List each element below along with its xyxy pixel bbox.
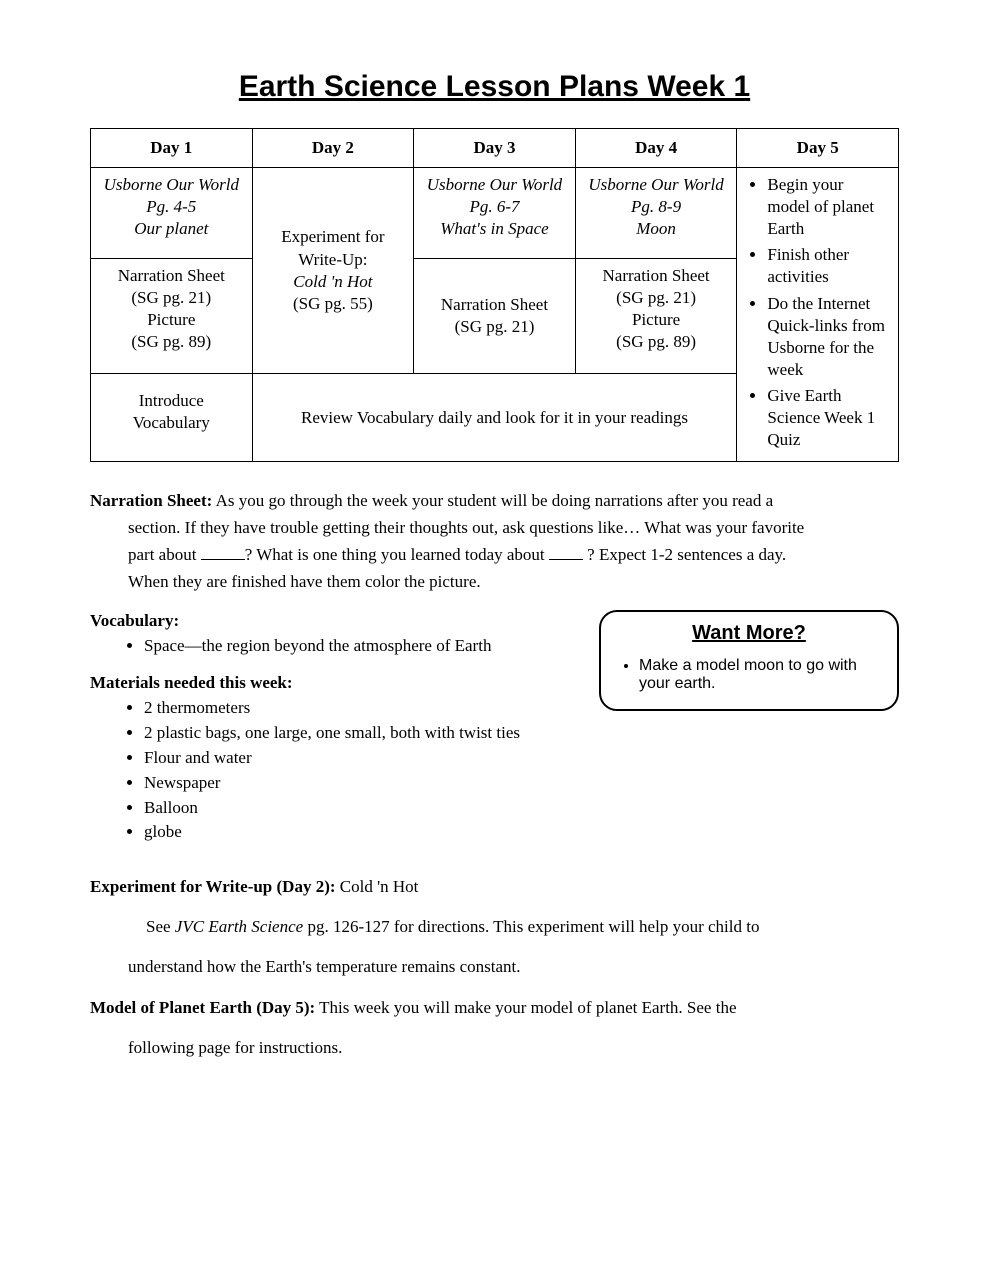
day5-list: Begin your model of planet Earth Finish … [745, 174, 890, 451]
list-item: Balloon [144, 797, 575, 820]
sheet-label: Narration Sheet [99, 265, 244, 287]
experiment-name: Cold 'n Hot [261, 271, 406, 293]
page-ref: (SG pg. 55) [261, 293, 406, 315]
day5-activities-cell: Begin your model of planet Earth Finish … [737, 168, 899, 462]
two-column-section: Vocabulary: Space—the region beyond the … [90, 610, 899, 858]
page-title: Earth Science Lesson Plans Week 1 [90, 70, 899, 104]
narration-text: ? What is one thing you learned today ab… [245, 545, 549, 564]
page-ref: Pg. 6-7 [422, 196, 567, 218]
day2-experiment-cell: Experiment for Write-Up: Cold 'n Hot (SG… [252, 168, 414, 374]
experiment-text: pg. 126-127 for directions. This experim… [303, 917, 759, 936]
narration-text: ? Expect 1-2 sentences a day. [583, 545, 786, 564]
table-header-row: Day 1 Day 2 Day 3 Day 4 Day 5 [91, 129, 899, 168]
sheet-label: Narration Sheet [584, 265, 729, 287]
topic: Our planet [99, 218, 244, 240]
page-ref: (SG pg. 21) [422, 316, 567, 338]
day1-reading-cell: Usborne Our World Pg. 4-5 Our planet [91, 168, 253, 258]
left-column: Vocabulary: Space—the region beyond the … [90, 610, 575, 858]
list-item: Make a model moon to go with your earth. [639, 657, 881, 693]
table-row: Usborne Our World Pg. 4-5 Our planet Exp… [91, 168, 899, 258]
materials-list: 2 thermometers 2 plastic bags, one large… [90, 697, 575, 845]
experiment-section: Experiment for Write-up (Day 2): Cold 'n… [90, 876, 899, 979]
vocab-review-cell: Review Vocabulary daily and look for it … [252, 374, 737, 462]
list-item: Give Earth Science Week 1 Quiz [767, 385, 890, 451]
list-item: Do the Internet Quick-links from Usborne… [767, 293, 890, 381]
fill-blank [549, 545, 583, 560]
col-header: Day 2 [252, 129, 414, 168]
book-title: Usborne Our World [99, 174, 244, 196]
list-item: Newspaper [144, 772, 575, 795]
book-title: Usborne Our World [584, 174, 729, 196]
lesson-plan-page: Earth Science Lesson Plans Week 1 Day 1 … [0, 0, 989, 1280]
page-ref: (SG pg. 89) [99, 331, 244, 353]
page-ref: (SG pg. 21) [99, 287, 244, 309]
book-title: Usborne Our World [422, 174, 567, 196]
book-ref: JVC Earth Science [175, 917, 303, 936]
fill-blank [201, 545, 245, 560]
day3-narration-cell: Narration Sheet (SG pg. 21) [414, 258, 576, 374]
narration-text: section. If they have trouble getting th… [90, 517, 899, 540]
sheet-label: Narration Sheet [422, 294, 567, 316]
narration-text: When they are finished have them color t… [90, 571, 899, 594]
section-label: Narration Sheet: [90, 491, 212, 510]
topic: Moon [584, 218, 729, 240]
weekly-plan-table: Day 1 Day 2 Day 3 Day 4 Day 5 Usborne Ou… [90, 128, 899, 462]
list-item: 2 plastic bags, one large, one small, bo… [144, 722, 575, 745]
experiment-label: Experiment for Write-Up: [261, 226, 406, 270]
col-header: Day 4 [575, 129, 737, 168]
want-more-box: Want More? Make a model moon to go with … [599, 610, 899, 711]
experiment-text: understand how the Earth's temperature r… [90, 956, 899, 979]
day3-reading-cell: Usborne Our World Pg. 6-7 What's in Spac… [414, 168, 576, 258]
list-item: 2 thermometers [144, 697, 575, 720]
narration-text: As you go through the week your student … [216, 491, 774, 510]
col-header: Day 5 [737, 129, 899, 168]
page-ref: (SG pg. 21) [584, 287, 729, 309]
want-more-list: Make a model moon to go with your earth. [617, 657, 881, 693]
col-header: Day 3 [414, 129, 576, 168]
experiment-text: Cold 'n Hot [336, 877, 419, 896]
experiment-text: See [146, 917, 175, 936]
picture-label: Picture [99, 309, 244, 331]
list-item: Finish other activities [767, 244, 890, 288]
model-text: This week you will make your model of pl… [315, 998, 736, 1017]
page-ref: Pg. 4-5 [99, 196, 244, 218]
box-title: Want More? [617, 622, 881, 645]
section-label: Model of Planet Earth (Day 5): [90, 998, 315, 1017]
page-ref: Pg. 8-9 [584, 196, 729, 218]
narration-text: part about [128, 545, 201, 564]
section-label: Experiment for Write-up (Day 2): [90, 877, 336, 896]
narration-section: Narration Sheet: As you go through the w… [90, 490, 899, 594]
model-text: following page for instructions. [90, 1037, 899, 1060]
page-ref: (SG pg. 89) [584, 331, 729, 353]
list-item: globe [144, 821, 575, 844]
vocab-list: Space—the region beyond the atmosphere o… [90, 635, 575, 658]
model-section: Model of Planet Earth (Day 5): This week… [90, 997, 899, 1060]
topic: What's in Space [422, 218, 567, 240]
col-header: Day 1 [91, 129, 253, 168]
day1-narration-cell: Narration Sheet (SG pg. 21) Picture (SG … [91, 258, 253, 374]
picture-label: Picture [584, 309, 729, 331]
section-label: Materials needed this week: [90, 672, 575, 695]
list-item: Flour and water [144, 747, 575, 770]
day4-reading-cell: Usborne Our World Pg. 8-9 Moon [575, 168, 737, 258]
list-item: Begin your model of planet Earth [767, 174, 890, 240]
list-item: Space—the region beyond the atmosphere o… [144, 635, 575, 658]
day4-narration-cell: Narration Sheet (SG pg. 21) Picture (SG … [575, 258, 737, 374]
day1-vocab-cell: Introduce Vocabulary [91, 374, 253, 462]
section-label: Vocabulary: [90, 610, 575, 633]
